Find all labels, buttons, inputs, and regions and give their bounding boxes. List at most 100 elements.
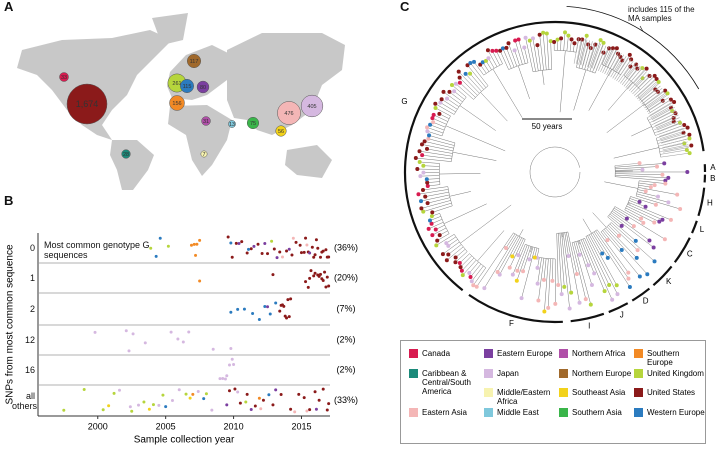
tip [424,146,429,151]
point [302,250,306,254]
tip [656,194,661,199]
branch [514,50,520,66]
tip [423,194,428,199]
point [229,310,233,314]
clade-label: D [643,297,649,306]
point [176,337,180,341]
dense-branch [612,56,627,79]
clade-arc [403,20,705,292]
branch [499,50,509,70]
branch [615,60,623,72]
tip [643,204,648,209]
point [107,404,111,408]
tip [445,96,450,101]
branch [660,152,690,158]
point [192,242,196,246]
branch [628,68,638,80]
point [287,315,291,319]
branch [437,233,450,241]
branch [469,253,486,269]
tip [657,219,662,224]
tip [500,46,505,51]
point [317,398,321,402]
tip [641,220,646,225]
branch [460,204,512,244]
dense-branch [640,85,661,103]
row-label: 2 [29,304,35,314]
point [305,409,309,413]
dense-branch [578,39,585,65]
point [279,392,283,396]
branch [612,209,628,219]
row-share: (7%) [336,303,355,313]
dense-branch [614,57,629,80]
tip [589,282,594,287]
branch [445,125,506,152]
branch [595,230,629,279]
branch [615,173,663,176]
branch [546,33,550,70]
dense-branch [649,102,672,116]
point [278,250,282,254]
tip [552,39,557,44]
x-tick-label: 2005 [156,421,176,431]
point [285,316,289,320]
branch [593,231,631,288]
dense-branch [623,65,641,87]
branch [592,212,607,228]
branch [659,143,685,150]
tip [665,91,670,96]
branch [578,35,587,69]
branch [480,92,508,122]
point [242,307,246,311]
dense-branch [637,81,657,100]
bubble-label: 7 [202,152,205,158]
tip [535,281,540,286]
branch [449,91,463,103]
branch [454,234,468,252]
tip [640,167,645,172]
branch [439,213,450,234]
branch [637,96,651,113]
clade-label: J [620,310,624,319]
tip [643,189,648,194]
dense-branch [595,45,607,71]
branch [608,215,622,227]
tip [668,97,673,102]
tip [440,252,445,257]
branch [435,107,451,117]
row-share: (36%) [334,242,358,252]
branch [423,165,440,167]
tip [482,286,487,291]
point [308,408,312,412]
branch [529,246,534,260]
bubble [169,95,185,111]
bubble-label: 156 [172,101,181,107]
branch [422,186,448,191]
point [290,253,294,257]
branch [606,103,645,133]
branch [455,251,468,263]
branch [441,115,451,136]
tip [469,279,474,284]
branch [576,39,583,68]
point [157,403,161,407]
tip [672,99,677,104]
point [312,255,316,259]
branch [427,130,443,137]
point [313,390,317,394]
ma-arc [566,6,700,90]
tip [516,253,521,258]
point [177,388,181,392]
legend-label: Southern Europe [647,349,680,367]
tip [483,58,488,63]
branch [426,148,453,154]
tip [438,100,443,105]
tip [421,163,426,168]
tip [645,272,650,277]
point [309,269,313,273]
bubble [228,120,236,128]
branch [471,265,484,282]
branch [465,73,482,92]
branch [652,117,674,128]
